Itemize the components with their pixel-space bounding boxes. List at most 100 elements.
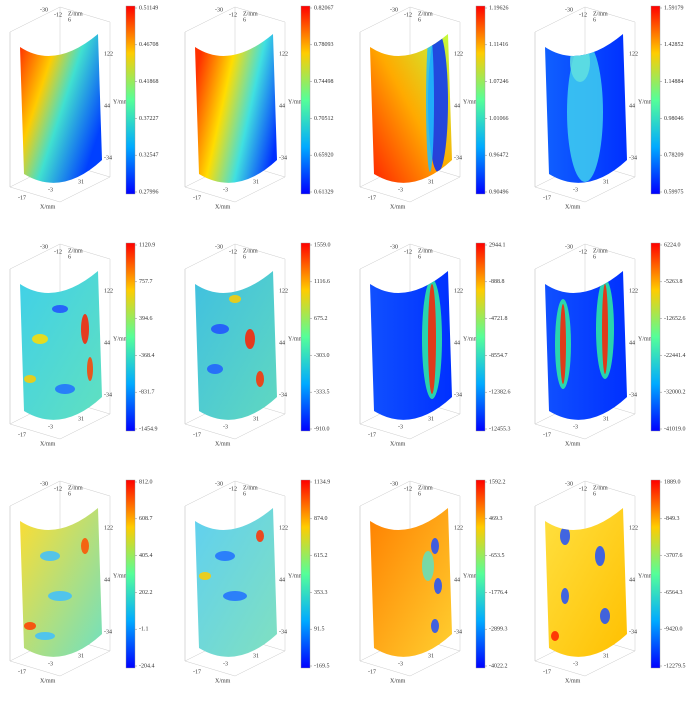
- colorbar-label: 0.41868: [139, 79, 159, 85]
- y-axis-label: Y/mm: [463, 573, 479, 579]
- colorbar-label: 0.46708: [139, 42, 159, 48]
- z-tick-label: -30: [565, 481, 573, 487]
- x-tick-label: 31: [603, 653, 609, 659]
- x-axis-label: X/mm: [390, 441, 406, 447]
- panel: Z/mm -30 -12 6 Y/mm 122 44 -34 X/mm -17 -3 31 1.1962…: [359, 5, 509, 210]
- panel: Z/mm -30 -12 6 Y/mm 122 44 -34 X/mm -17 -3 31 0.5114…: [9, 5, 159, 210]
- colorbar-label: 1134.9: [314, 479, 330, 485]
- y-tick-label: 44: [454, 103, 460, 109]
- surface-blob: [422, 551, 434, 581]
- colorbar-label: -831.7: [139, 390, 155, 396]
- x-axis-label: X/mm: [215, 204, 231, 210]
- x-tick-label: -17: [368, 195, 376, 201]
- colorbar-label: 1559.0: [314, 242, 331, 248]
- colorbar-label: 1120.9: [139, 242, 155, 248]
- z-tick-label: 6: [243, 491, 246, 497]
- x-tick-label: 31: [78, 653, 84, 659]
- z-tick-label: -12: [54, 486, 62, 492]
- z-axis-label: Z/mm: [68, 11, 83, 17]
- colorbar-label: 615.2: [314, 553, 328, 559]
- x-tick-label: -3: [398, 424, 403, 430]
- colorbar: [300, 242, 311, 432]
- x-tick-label: -17: [368, 432, 376, 438]
- colorbar: [300, 5, 311, 195]
- x-tick-label: -17: [193, 195, 201, 201]
- x-tick-label: 31: [428, 416, 434, 422]
- y-axis-label: Y/mm: [638, 99, 654, 105]
- x-axis-label: X/mm: [40, 204, 56, 210]
- z-tick-label: -12: [54, 12, 62, 18]
- colorbar-label: 874.0: [314, 516, 328, 522]
- y-tick-label: -34: [279, 392, 287, 398]
- z-tick-label: -12: [229, 12, 237, 18]
- y-tick-label: 122: [454, 525, 463, 531]
- z-tick-label: -12: [229, 249, 237, 255]
- surface-blob: [40, 551, 60, 561]
- z-tick-label: 6: [418, 17, 421, 23]
- z-tick-label: -12: [579, 486, 587, 492]
- z-tick-label: -12: [404, 249, 412, 255]
- z-tick-label: -30: [390, 244, 398, 250]
- axis-box: [9, 6, 111, 203]
- x-tick-label: -17: [18, 195, 26, 201]
- z-tick-label: -30: [215, 481, 223, 487]
- colorbar-label: 675.2: [314, 316, 328, 322]
- colorbar: [650, 5, 661, 195]
- surface-blob: [431, 538, 439, 554]
- colorbar-label: 1.42852: [664, 42, 684, 48]
- surface-blob: [434, 578, 442, 594]
- x-axis-label: X/mm: [565, 678, 581, 684]
- z-axis-label: Z/mm: [593, 11, 608, 17]
- y-axis-label: Y/mm: [113, 573, 129, 579]
- z-axis-label: Z/mm: [243, 11, 258, 17]
- colorbar-label: 0.78093: [314, 42, 334, 48]
- surface: [20, 34, 102, 183]
- colorbar-label: 1.19626: [489, 5, 509, 11]
- surface-blob: [431, 619, 439, 633]
- axis-box: [534, 480, 636, 677]
- axis-box: [184, 243, 286, 440]
- y-tick-label: 44: [279, 340, 285, 346]
- surface-blob: [256, 530, 264, 542]
- colorbar-label: -22441.4: [664, 353, 686, 359]
- y-axis-label: Y/mm: [113, 99, 129, 105]
- z-tick-label: -12: [54, 249, 62, 255]
- z-axis-label: Z/mm: [243, 248, 258, 254]
- x-axis-label: X/mm: [390, 204, 406, 210]
- axis-box: [184, 6, 286, 203]
- x-axis-label: X/mm: [390, 678, 406, 684]
- z-tick-label: -30: [40, 481, 48, 487]
- surface-blob: [87, 357, 93, 381]
- x-tick-label: -3: [398, 187, 403, 193]
- surface-blob: [223, 591, 247, 601]
- colorbar-label: 0.70512: [314, 116, 334, 122]
- colorbar: [125, 479, 136, 669]
- colorbar-label: 812.0: [139, 479, 153, 485]
- x-tick-label: 31: [253, 653, 259, 659]
- y-tick-label: 122: [454, 51, 463, 57]
- colorbar-label: -368.4: [139, 353, 155, 359]
- colorbar-label: 608.7: [139, 516, 153, 522]
- y-tick-label: 44: [454, 340, 460, 346]
- x-axis-label: X/mm: [565, 204, 581, 210]
- surface: [195, 508, 277, 657]
- colorbar-label: 0.61329: [314, 189, 334, 195]
- surface-blob: [570, 42, 590, 82]
- surface-blob: [81, 314, 89, 344]
- y-tick-label: 44: [629, 577, 635, 583]
- x-axis-label: X/mm: [215, 441, 231, 447]
- colorbar-label: 394.6: [139, 316, 153, 322]
- surface-blob: [426, 34, 434, 172]
- y-tick-label: 44: [454, 577, 460, 583]
- z-axis-label: Z/mm: [243, 485, 258, 491]
- y-tick-label: 44: [279, 103, 285, 109]
- x-tick-label: 31: [428, 179, 434, 185]
- colorbar-label: 202.2: [139, 590, 153, 596]
- x-tick-label: -3: [398, 661, 403, 667]
- surface-blob: [602, 284, 608, 374]
- y-tick-label: 122: [629, 288, 638, 294]
- surface-pattern: [24, 305, 93, 394]
- surface-pattern: [422, 279, 442, 399]
- y-tick-label: 122: [629, 525, 638, 531]
- surface-blob: [32, 334, 48, 344]
